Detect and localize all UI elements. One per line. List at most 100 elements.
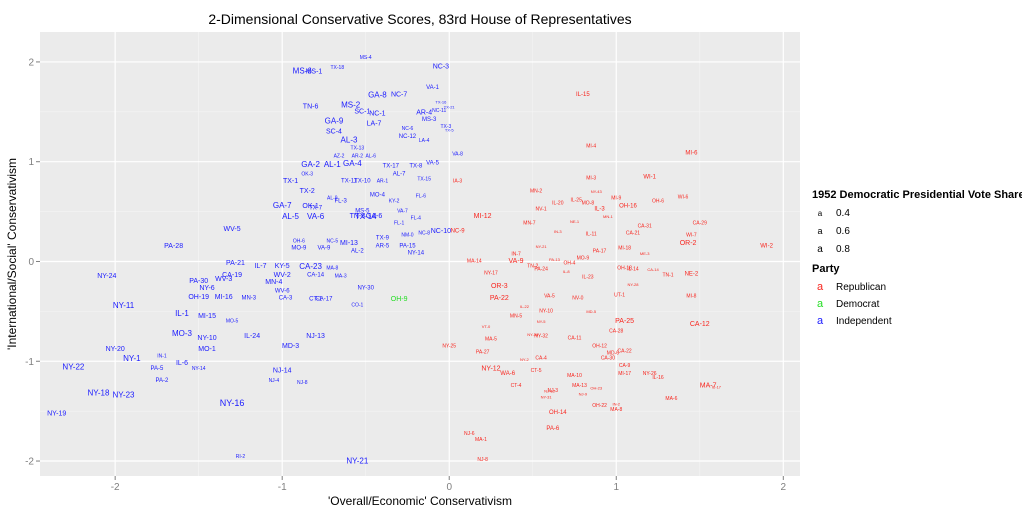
point-label: NY-32	[534, 333, 548, 339]
point-label: NC-8	[418, 231, 430, 237]
point-label: MI-12	[474, 213, 492, 220]
x-axis-ticks: -2 -1 0 1 2	[111, 476, 787, 493]
point-label: MI-9	[611, 196, 621, 202]
point-label: VA-6	[307, 212, 325, 221]
color-legend-label: Republican	[836, 282, 886, 293]
point-label: VA-7	[397, 209, 408, 215]
point-label: NC-6	[402, 126, 414, 132]
point-label: VA-5	[544, 293, 555, 299]
point-label: IL-22	[520, 304, 530, 309]
size-legend-key: a	[818, 209, 823, 218]
point-label: MI-3	[586, 176, 596, 182]
point-label: WV-2	[274, 272, 291, 279]
point-label: WV-6	[275, 288, 290, 294]
point-label: NC-1	[369, 110, 385, 117]
point-label: OH-12	[592, 343, 607, 349]
point-label: NC-5	[326, 239, 338, 245]
x-tick-label: 1	[613, 482, 619, 493]
point-label: MI-4	[586, 144, 596, 150]
point-label: CA-3	[279, 295, 293, 301]
point-label: TX-15	[417, 177, 431, 183]
point-label: CA-11	[568, 335, 582, 341]
point-label: MI-6	[685, 151, 698, 157]
point-label: NC-12	[399, 134, 417, 140]
point-label: NY-2	[520, 357, 530, 362]
point-label: PA-27	[476, 349, 490, 355]
point-label: PA-2	[155, 378, 169, 384]
point-label: NJ-8	[477, 457, 488, 463]
point-label: TX-3	[440, 124, 451, 130]
color-legend-key: a	[817, 315, 824, 327]
point-label: NJ-8	[297, 380, 308, 386]
point-label: NV-1	[536, 207, 547, 213]
point-label: NY-14	[192, 366, 206, 372]
point-label: VA-5	[426, 161, 440, 167]
size-legend-key: a	[817, 244, 823, 255]
point-label: TX-16	[435, 99, 447, 104]
point-label: NY-12	[481, 366, 500, 373]
point-label: MA-8	[326, 265, 338, 271]
point-label: CA-31	[638, 224, 652, 230]
point-label: OH-18	[617, 265, 632, 271]
point-label: SC-1	[354, 108, 370, 115]
point-label: IL-24	[244, 333, 260, 340]
point-label: NC-7	[391, 91, 407, 98]
point-label: NY-14	[408, 251, 425, 257]
point-label: OH-6	[293, 239, 305, 245]
point-label: AL-5	[282, 212, 299, 221]
point-label: PA-24	[534, 266, 548, 272]
y-tick-label: 2	[28, 57, 34, 68]
point-label: IN-3	[554, 229, 562, 234]
point-label: OK-3	[301, 172, 313, 178]
point-label: NY-6	[199, 285, 214, 292]
point-label: OR-2	[680, 240, 697, 247]
point-label: CA-22	[618, 348, 632, 354]
point-label: MI-15	[198, 313, 216, 320]
point-label: MA-5	[485, 336, 497, 342]
point-label: MS-2	[341, 100, 361, 109]
point-label: AR-2	[352, 154, 364, 160]
color-legend-label: Democrat	[836, 299, 880, 310]
point-label: IL-17	[712, 385, 722, 390]
point-label: MO-9	[291, 246, 307, 252]
point-label: IL-1	[175, 309, 189, 318]
point-label: WA-6	[500, 371, 515, 377]
point-label: IL-14	[627, 266, 639, 272]
point-label: IL-15	[576, 92, 590, 98]
y-axis-label: 'International/Social' Conservativism	[5, 158, 19, 350]
point-label: PA-30	[189, 278, 208, 285]
point-label: MI-13	[340, 240, 358, 247]
point-label: MA-10	[567, 373, 582, 379]
point-label: AL-6	[365, 154, 376, 160]
point-label: TN-6	[303, 103, 319, 110]
point-label: NY-11	[113, 301, 135, 310]
point-label: CT-5	[531, 368, 542, 374]
point-label: TX-11	[341, 179, 358, 185]
point-label: TN-1	[662, 272, 673, 278]
point-label: OH-19	[188, 294, 209, 301]
point-label: CA-28	[609, 328, 623, 334]
point-label: TN-2	[527, 263, 538, 269]
point-label: CT-4	[511, 383, 522, 389]
color-legend-label: Independent	[836, 316, 892, 327]
point-label: CA-14	[307, 272, 325, 278]
point-label: VA-9	[318, 246, 332, 252]
color-legend-items: a Republican a Democrat a Independent	[817, 281, 892, 327]
point-label: NM-0	[401, 233, 413, 239]
point-label: MI-18	[618, 246, 631, 252]
point-label: FL-6	[416, 194, 427, 200]
point-label: WI-2	[760, 244, 773, 250]
point-label: IL-6	[176, 360, 188, 367]
point-label: NJ-13	[544, 389, 555, 394]
point-label: GA-4	[343, 159, 362, 168]
x-tick-label: -1	[278, 482, 287, 493]
point-label: MN-1	[603, 214, 614, 219]
point-label: OH-22	[592, 403, 607, 409]
point-label: TX-1	[283, 178, 298, 185]
point-label: CA-14	[647, 267, 659, 272]
point-label: NC-10	[431, 228, 451, 235]
point-label: PA-17	[593, 249, 607, 255]
point-label: OH-9	[391, 296, 408, 303]
point-label: OH-4	[564, 260, 576, 266]
